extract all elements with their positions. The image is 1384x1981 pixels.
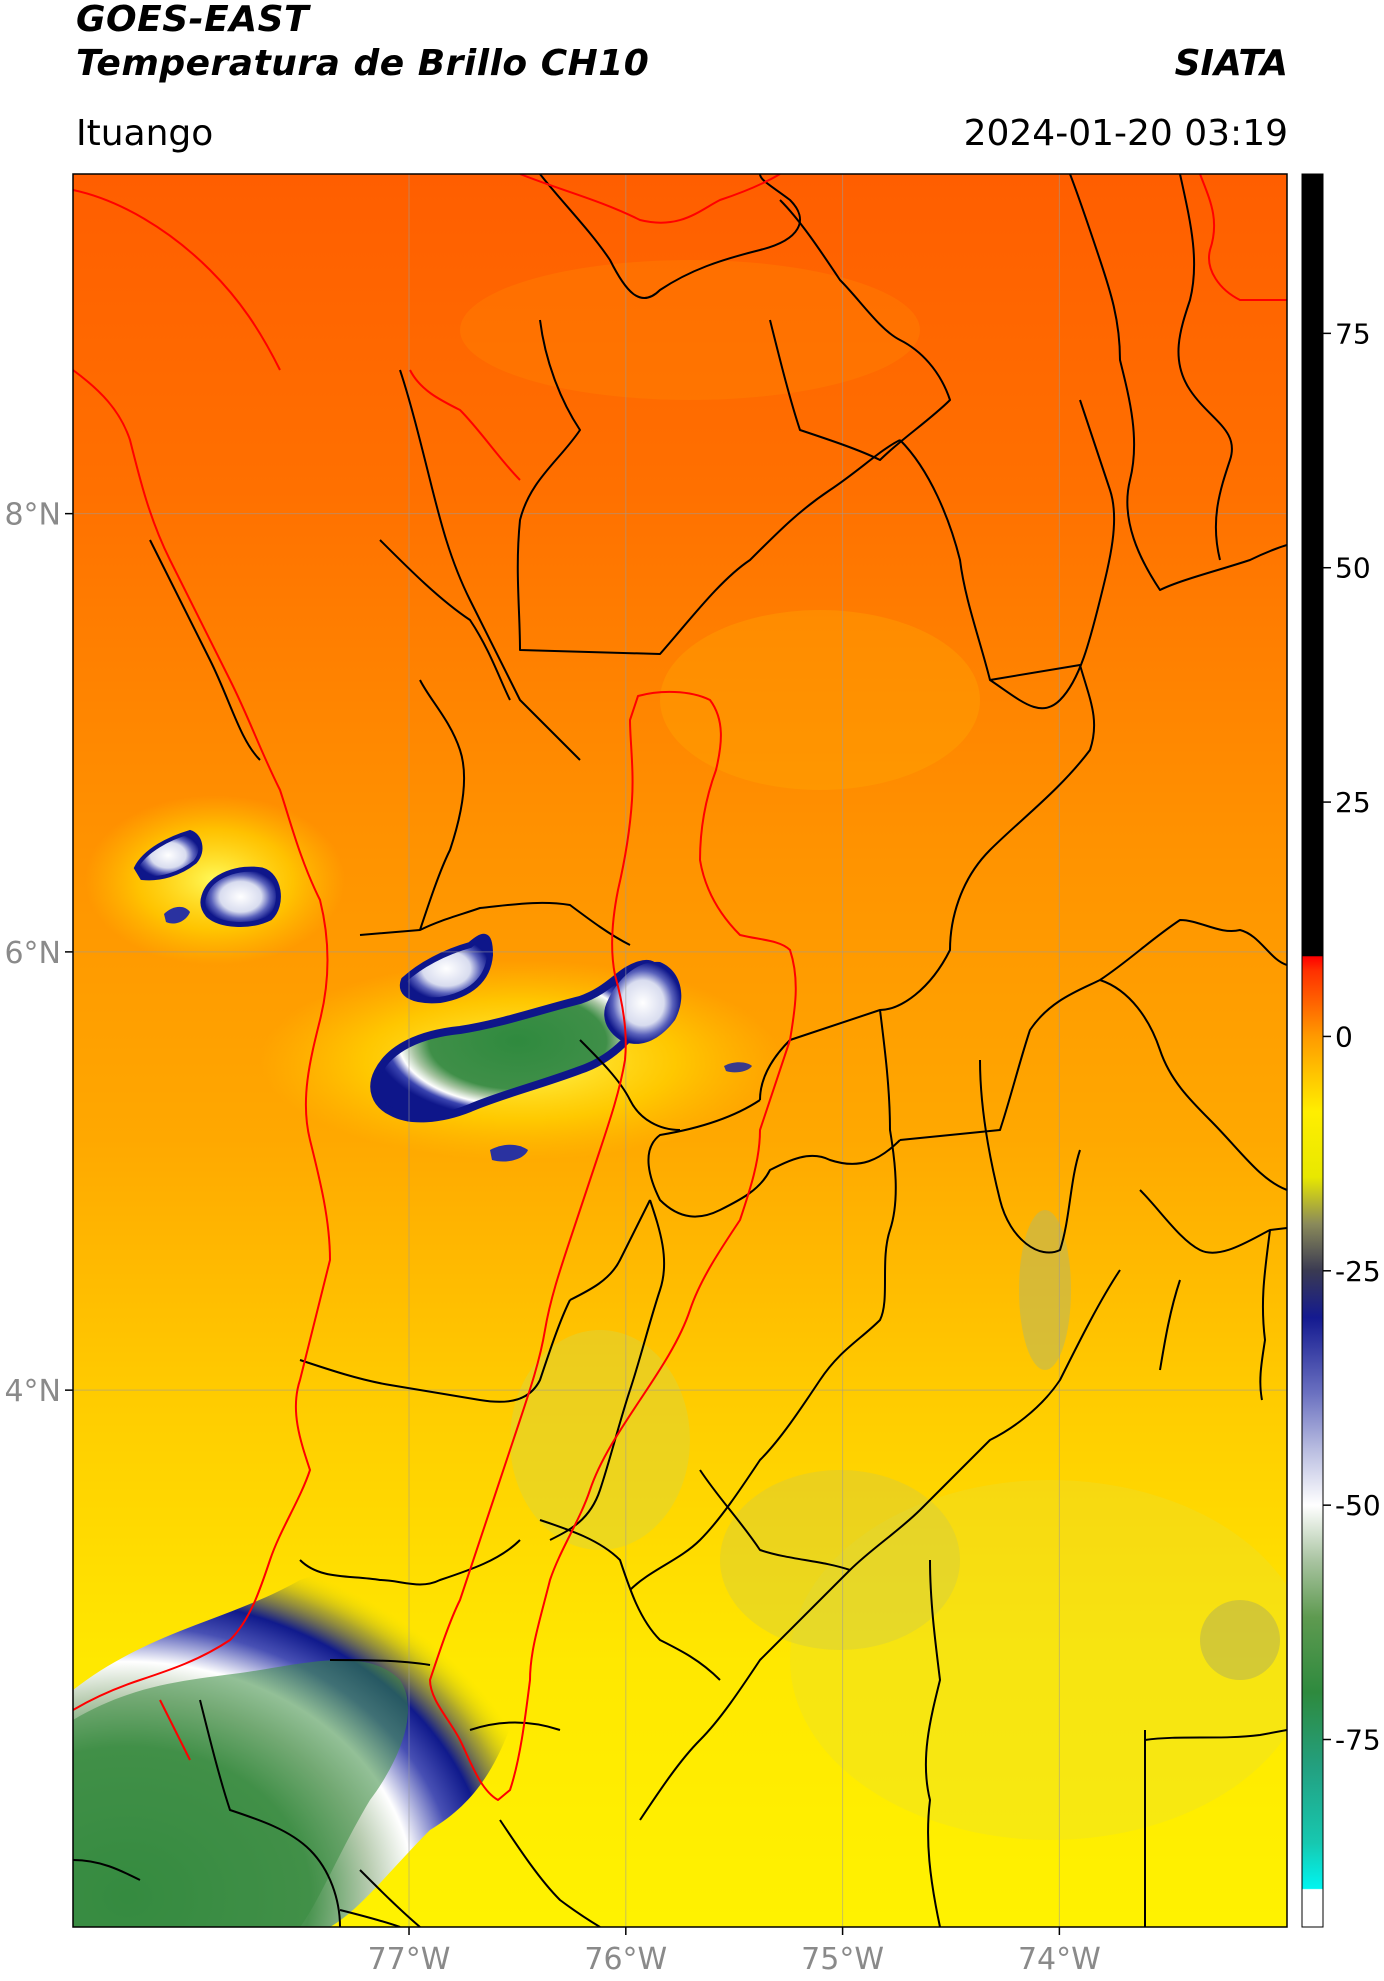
title-block: GOES-EAST Temperatura de Brillo CH10 [76, 0, 649, 86]
warm-patch [660, 610, 980, 790]
grey-speckle-area [790, 1480, 1287, 1840]
timestamp-label: 2024-01-20 03:19 [963, 113, 1288, 154]
lon-tick-label: 75°W [801, 1942, 884, 1977]
grey-speckle-area [1200, 1600, 1280, 1680]
cloud-cell-east-tip [604, 961, 682, 1044]
lon-tick-label: 74°W [1018, 1942, 1101, 1977]
colorbar-tick-label: 0 [1335, 1020, 1353, 1053]
cloud-cell-speck [164, 906, 190, 924]
cloud-cell-speck [724, 1062, 752, 1073]
colorbar-tick-label: 25 [1335, 786, 1371, 819]
cloud-cell-north [399, 933, 494, 1004]
lon-tick-label: 77°W [368, 1942, 451, 1977]
colorbar-tick-label: -25 [1335, 1255, 1381, 1288]
lat-tick-label: 8°N [4, 498, 61, 533]
colorbar-tick-label: 75 [1335, 317, 1371, 350]
southwest-cloud-core [73, 1660, 409, 1927]
brand-label: SIATA [1174, 43, 1288, 84]
lat-tick-label: 4°N [4, 1374, 61, 1409]
basin-outline [73, 174, 1287, 1801]
region-label: Ituango [76, 113, 214, 154]
colorbar [1301, 173, 1324, 1928]
cloud-cell-west-large [200, 866, 281, 927]
axis-ticks: 77°W 76°W 75°W 74°W 8°N 6°N 4°N [4, 498, 1100, 1977]
satellite-title: GOES-EAST [76, 0, 310, 40]
colorbar-tick-label: -75 [1335, 1724, 1381, 1757]
lon-tick-label: 76°W [584, 1942, 667, 1977]
grey-speckle-area [510, 1330, 690, 1550]
cloud-cell-speck [490, 1144, 528, 1162]
department-borders [73, 174, 1287, 1927]
cloud-cell-west-small [133, 829, 203, 881]
product-title: Temperatura de Brillo CH10 [76, 43, 650, 84]
grey-speckle-area [720, 1470, 960, 1650]
graticule [73, 174, 1287, 1927]
colorbar-tick-label: -50 [1335, 1489, 1381, 1522]
map-frame [72, 173, 1288, 1928]
warm-patch [460, 260, 920, 400]
colorbar-tick-label: 50 [1335, 552, 1371, 585]
map-plot-area [73, 174, 1287, 1927]
colorbar-ticks: 75 50 25 0 -25 -50 -75 [1323, 317, 1381, 1757]
lat-tick-label: 6°N [4, 936, 61, 971]
